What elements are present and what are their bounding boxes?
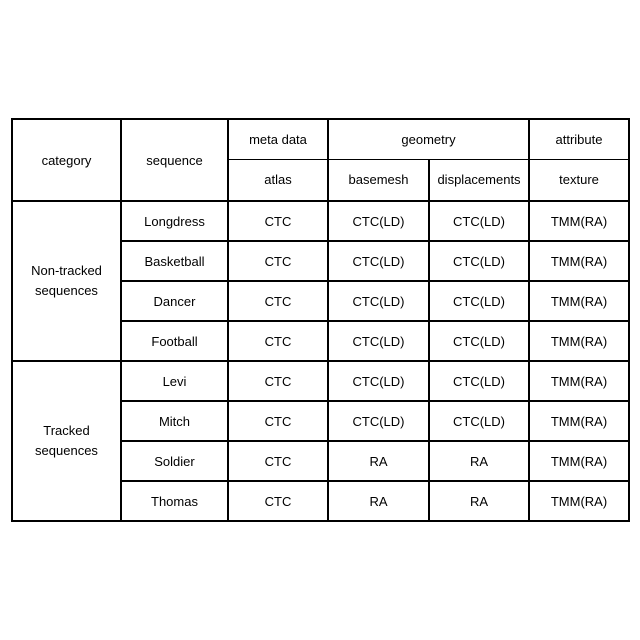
sequence-cell: Dancer <box>120 280 229 322</box>
value-cell: CTC <box>227 200 329 242</box>
value-cell: CTC(LD) <box>427 240 531 282</box>
sequence-cell: Levi <box>120 360 229 402</box>
value-cell: CTC(LD) <box>327 400 430 442</box>
value-cell: RA <box>327 440 430 482</box>
value-cell: CTC(LD) <box>427 320 531 362</box>
value-cell: TMM(RA) <box>528 240 631 282</box>
sequence-conditions-table: category sequence meta data geometry att… <box>11 118 631 522</box>
value-cell: CTC <box>227 440 329 482</box>
sequence-cell: Longdress <box>120 200 229 242</box>
value-cell: CTC(LD) <box>327 240 430 282</box>
header-cell-sequence: sequence <box>120 118 229 202</box>
table-row: Tracked sequences Levi CTC CTC(LD) CTC(L… <box>11 360 631 522</box>
value-cell: CTC <box>227 280 329 322</box>
value-cell: TMM(RA) <box>528 480 631 522</box>
header-cell-displacements: displacements <box>427 158 531 202</box>
table-row: Basketball CTC CTC(LD) CTC(LD) TMM(RA) <box>12 240 631 282</box>
value-cell: CTC(LD) <box>327 320 430 362</box>
value-cell: CTC <box>227 320 329 362</box>
group-cell-tracked: Tracked sequences <box>11 360 122 522</box>
table-row: Mitch CTC CTC(LD) CTC(LD) TMM(RA) <box>12 400 631 442</box>
header-cell-attribute: attribute <box>528 118 631 160</box>
value-cell: TMM(RA) <box>528 200 631 242</box>
header-cell-geometry: geometry <box>326 118 531 160</box>
value-cell: CTC <box>227 240 329 282</box>
header-cell-basemesh: basemesh <box>327 158 430 202</box>
table-row: Football CTC CTC(LD) CTC(LD) TMM(RA) <box>12 320 631 362</box>
value-cell: CTC <box>227 480 329 522</box>
value-cell: TMM(RA) <box>528 440 631 482</box>
header-cell-meta-data: meta data <box>227 118 329 160</box>
value-cell: CTC(LD) <box>327 280 430 322</box>
sequence-cell: Football <box>120 320 229 362</box>
table-row: Dancer CTC CTC(LD) CTC(LD) TMM(RA) <box>12 280 631 322</box>
group-cell-non-tracked: Non-tracked sequences <box>11 200 122 362</box>
sequence-cell: Soldier <box>120 440 229 482</box>
value-cell: CTC(LD) <box>327 200 430 242</box>
value-cell: TMM(RA) <box>528 280 631 322</box>
table-row: Non-tracked sequences Longdress CTC CTC(… <box>11 200 631 362</box>
sequence-cell: Mitch <box>120 400 229 442</box>
value-cell: CTC(LD) <box>427 400 531 442</box>
header-cell-texture: texture <box>528 158 631 202</box>
value-cell: TMM(RA) <box>528 360 631 402</box>
value-cell: CTC <box>227 400 329 442</box>
value-cell: TMM(RA) <box>528 400 631 442</box>
value-cell: CTC <box>227 360 329 402</box>
sequence-cell: Thomas <box>120 480 229 522</box>
value-cell: CTC(LD) <box>327 360 430 402</box>
value-cell: RA <box>427 480 531 522</box>
value-cell: TMM(RA) <box>528 320 631 362</box>
value-cell: CTC(LD) <box>427 200 531 242</box>
sequence-cell: Basketball <box>120 240 229 282</box>
header-row-top: category sequence meta data geometry att… <box>11 118 631 202</box>
value-cell: RA <box>427 440 531 482</box>
value-cell: CTC(LD) <box>427 280 531 322</box>
header-row-sub: atlas basemesh displacements texture <box>12 158 631 202</box>
table-row: Soldier CTC RA RA TMM(RA) <box>12 440 631 482</box>
value-cell: CTC(LD) <box>427 360 531 402</box>
header-cell-category: category <box>11 118 122 202</box>
value-cell: RA <box>327 480 430 522</box>
header-cell-atlas: atlas <box>227 158 329 202</box>
table-row: Thomas CTC RA RA TMM(RA) <box>12 480 631 522</box>
sequence-conditions-table-wrap: category sequence meta data geometry att… <box>11 118 631 522</box>
